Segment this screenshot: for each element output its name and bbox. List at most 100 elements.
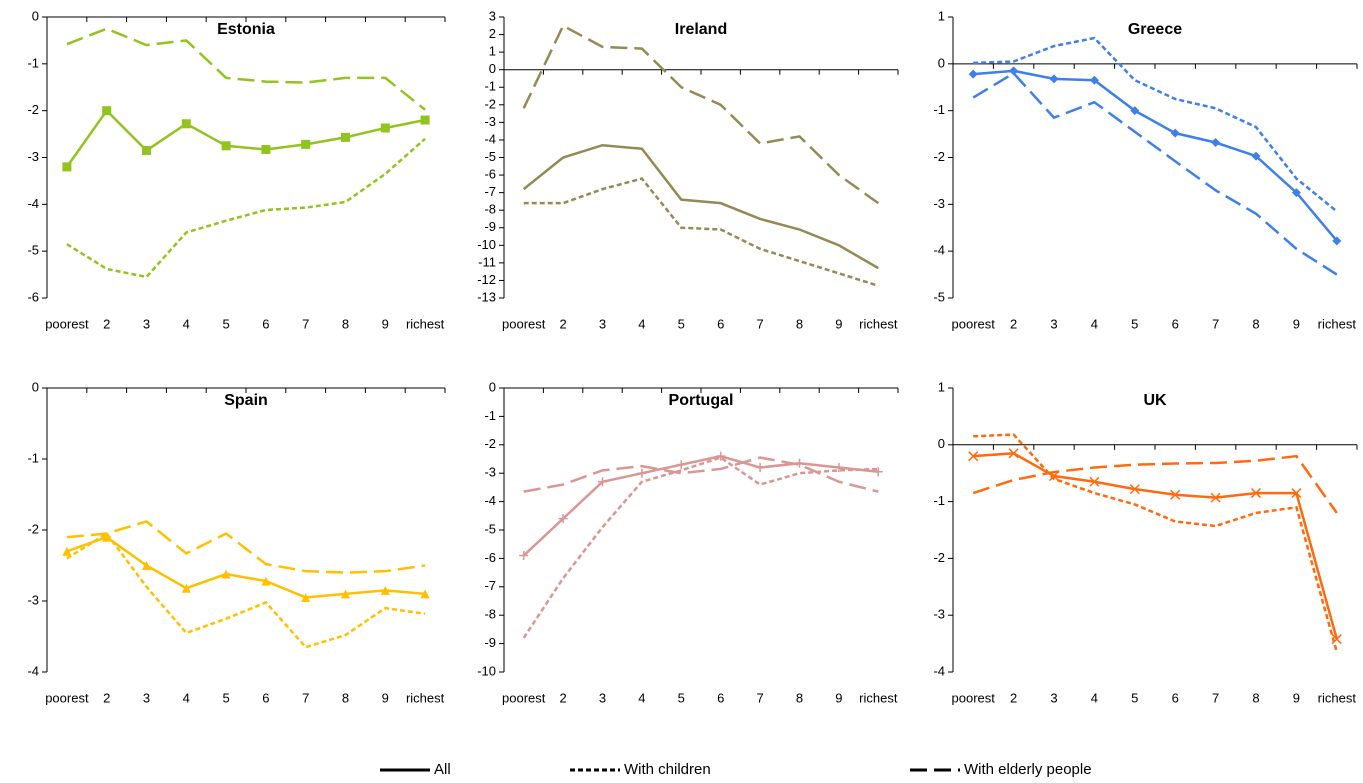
- series-line: [972, 454, 1338, 514]
- y-tick-label: -6: [27, 289, 39, 304]
- marker: [1291, 188, 1301, 198]
- y-tick-label: -3: [27, 592, 39, 607]
- x-tick-label: poorest: [952, 690, 996, 705]
- y-tick-label: -3: [933, 607, 945, 622]
- y-tick-label: -1: [484, 408, 496, 423]
- x-tick-label: 2: [103, 690, 110, 705]
- x-tick-label: 7: [756, 316, 763, 331]
- series-line: [972, 71, 1338, 276]
- y-tick-label: -6: [484, 167, 496, 182]
- y-tick-label: -2: [484, 436, 496, 451]
- x-tick-label: 2: [1010, 316, 1017, 331]
- marker: [102, 532, 112, 542]
- marker: [968, 69, 978, 79]
- x-tick-label: 8: [1252, 316, 1259, 331]
- y-tick-label: -3: [484, 114, 496, 129]
- marker: [1250, 488, 1262, 499]
- marker: [676, 460, 686, 470]
- x-tick-label: 2: [1010, 690, 1017, 705]
- marker: [181, 119, 191, 129]
- y-tick-label: -1: [933, 493, 945, 508]
- series-line: [522, 143, 879, 270]
- marker: [62, 546, 72, 556]
- series-line: [65, 108, 426, 168]
- y-tick-label: -10: [477, 663, 496, 678]
- x-tick-label: 5: [1131, 690, 1138, 705]
- series-line: [66, 27, 426, 111]
- y-tick-label: -2: [933, 550, 945, 565]
- marker: [1211, 138, 1221, 148]
- chart-title: Estonia: [217, 21, 275, 38]
- marker: [181, 583, 191, 593]
- marker: [301, 139, 311, 149]
- y-tick-label: -7: [484, 578, 496, 593]
- y-tick-label: 0: [938, 436, 945, 451]
- marker: [341, 132, 350, 142]
- marker: [716, 451, 726, 461]
- marker: [755, 463, 765, 473]
- y-tick-label: 0: [32, 8, 39, 23]
- marker: [1130, 106, 1140, 116]
- y-tick-label: -2: [933, 149, 945, 164]
- y-tick-label: 1: [938, 8, 945, 23]
- marker: [221, 569, 231, 579]
- x-tick-label: 6: [1172, 316, 1179, 331]
- x-tick-label: 9: [1293, 690, 1300, 705]
- y-tick-label: -7: [484, 184, 496, 199]
- series-line: [522, 24, 880, 205]
- x-tick-label: richest: [859, 316, 898, 331]
- x-tick-label: 3: [599, 316, 606, 331]
- marker: [1170, 489, 1181, 500]
- marker: [598, 477, 607, 487]
- x-tick-label: 4: [1091, 316, 1098, 331]
- x-tick-label: 4: [638, 316, 645, 331]
- y-tick-label: -12: [477, 272, 496, 287]
- marker: [1332, 236, 1342, 246]
- y-tick-label: -4: [484, 131, 496, 146]
- series-line: [523, 456, 879, 493]
- x-tick-label: 6: [262, 690, 269, 705]
- marker: [1009, 66, 1019, 76]
- x-tick-label: 4: [638, 690, 645, 705]
- x-tick-label: 7: [1212, 690, 1219, 705]
- marker: [637, 468, 647, 478]
- x-tick-label: 3: [143, 690, 150, 705]
- marker: [519, 551, 529, 561]
- x-tick-label: 7: [302, 690, 309, 705]
- x-tick-label: 5: [678, 690, 685, 705]
- marker: [261, 145, 271, 155]
- x-tick-label: poorest: [502, 316, 546, 331]
- legend-label: With elderly people: [964, 761, 1092, 778]
- y-tick-label: -2: [27, 102, 39, 117]
- y-tick-label: 1: [489, 44, 496, 59]
- x-tick-label: 4: [183, 690, 190, 705]
- marker: [142, 145, 151, 155]
- chart-title: Greece: [1128, 21, 1182, 38]
- y-tick-label: -4: [933, 243, 945, 258]
- y-tick-label: -5: [484, 149, 496, 164]
- chart-title: UK: [1143, 392, 1167, 409]
- y-tick-label: -11: [478, 254, 496, 269]
- marker: [1089, 75, 1099, 85]
- y-tick-label: -4: [27, 663, 39, 678]
- legend-label: All: [434, 761, 451, 778]
- marker: [558, 514, 568, 524]
- y-tick-label: 0: [938, 55, 945, 70]
- y-tick-label: -8: [484, 607, 496, 622]
- x-tick-label: 4: [183, 316, 190, 331]
- x-tick-label: 8: [342, 690, 349, 705]
- series-line: [522, 454, 879, 557]
- x-tick-label: 8: [796, 316, 803, 331]
- x-tick-label: 3: [599, 690, 606, 705]
- marker: [380, 585, 390, 595]
- marker: [1089, 476, 1100, 487]
- marker: [1129, 484, 1140, 495]
- series-line: [66, 531, 426, 649]
- series-line: [973, 36, 1338, 213]
- y-tick-label: -1: [27, 55, 39, 70]
- x-tick-label: richest: [406, 316, 445, 331]
- y-tick-label: -5: [484, 521, 496, 536]
- y-tick-label: -4: [484, 493, 496, 508]
- y-tick-label: 0: [32, 379, 39, 394]
